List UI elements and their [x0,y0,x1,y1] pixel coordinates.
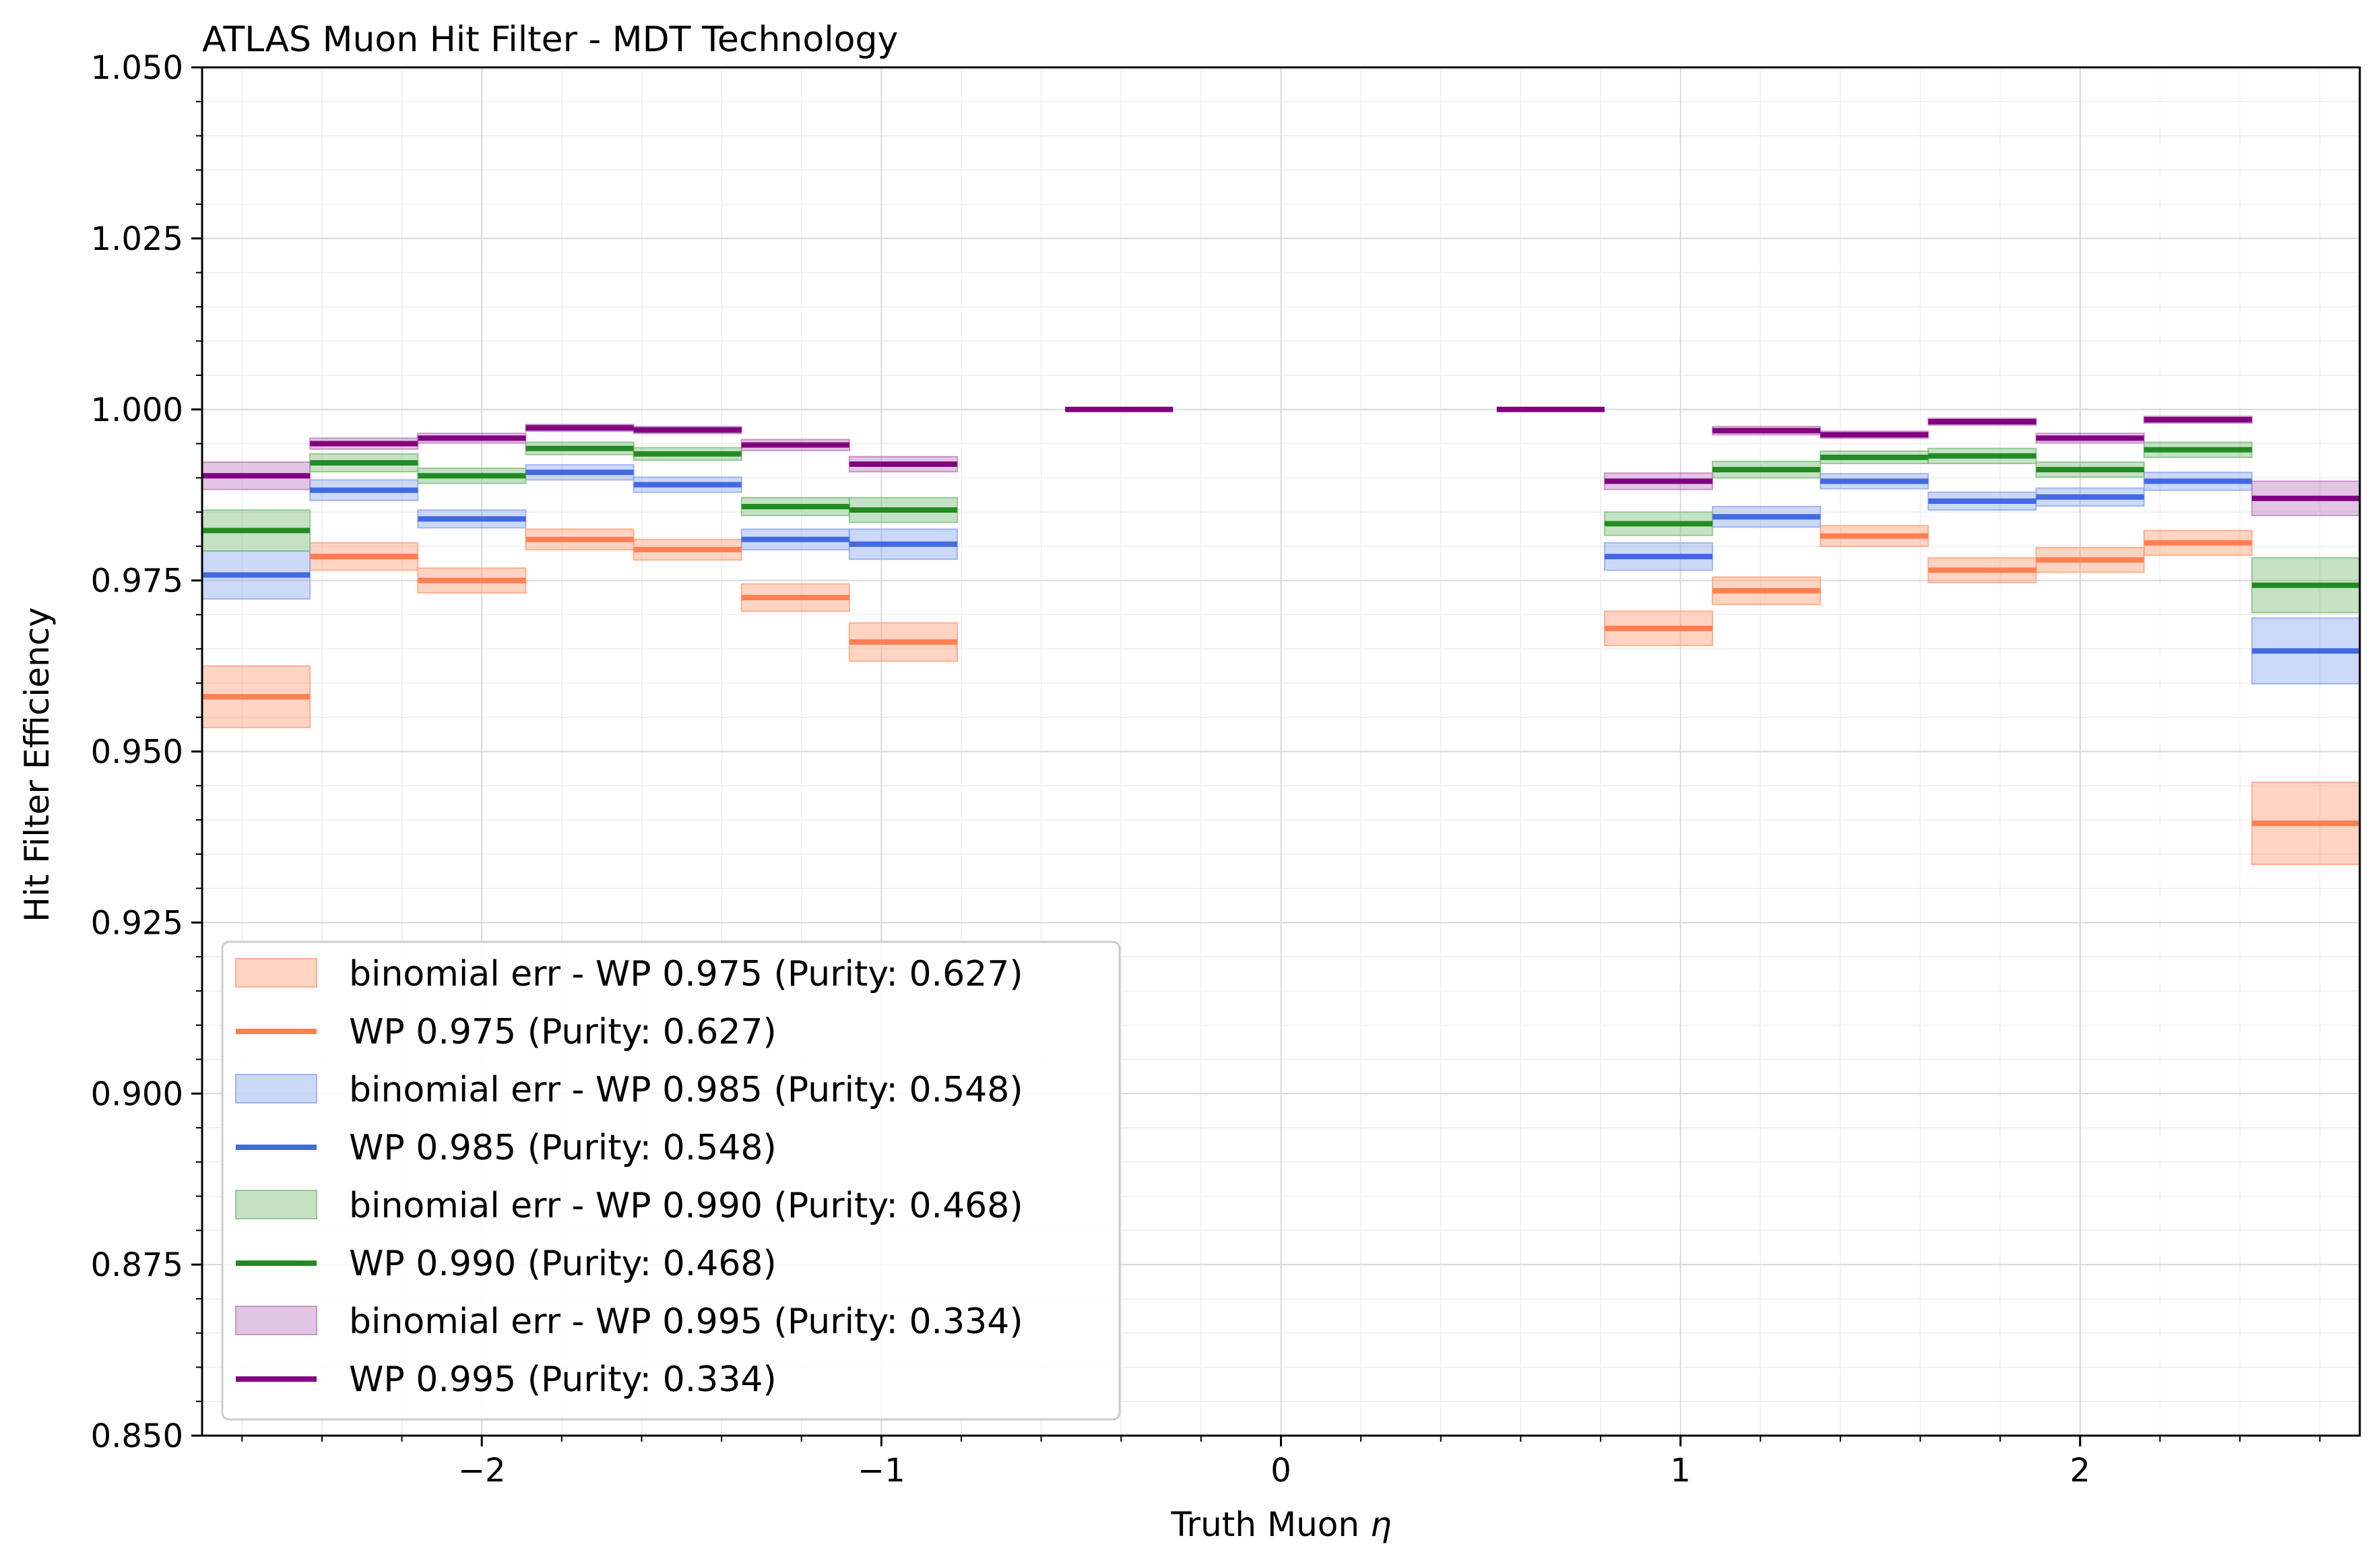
legend-band-label: binomial err - WP 0.990 (Purity: 0.468) [349,1186,1023,1226]
legend-band-label: binomial err - WP 0.995 (Purity: 0.334) [349,1302,1023,1342]
y-tick-label: 0.875 [91,1246,183,1284]
series-lines [202,406,2360,827]
axis-ticks [191,66,2321,1446]
legend-band-swatch [235,1190,317,1219]
y-tick-label: 1.025 [91,220,183,258]
x-axis-label: Truth Muon η [1170,1505,1391,1544]
legend-line-label: WP 0.985 (Purity: 0.548) [349,1128,777,1168]
y-tick-label: 1.050 [91,49,183,87]
chart-title: ATLAS Muon Hit Filter - MDT Technology [202,20,898,60]
legend: binomial err - WP 0.975 (Purity: 0.627) W… [221,940,1121,1421]
legend-band-swatch [235,1306,317,1335]
legend-band-label: binomial err - WP 0.985 (Purity: 0.548) [349,1070,1023,1110]
y-tick-label: 0.850 [91,1417,183,1455]
legend-band-swatch [235,958,317,988]
legend-line-label: WP 0.990 (Purity: 0.468) [349,1244,777,1284]
legend-band-label: binomial err - WP 0.975 (Purity: 0.627) [349,954,1023,994]
axis-tick-labels: −2 −1 0 1 2 0.850 0.875 0.900 0.925 0.950 0.975 1.0… [91,49,2090,1490]
x-tick-label: −1 [858,1452,905,1490]
y-tick-label: 1.000 [91,391,183,429]
legend-band-swatch [235,1074,317,1104]
x-tick-label: 1 [1670,1452,1691,1490]
x-tick-label: 2 [2070,1452,2091,1490]
x-tick-label: 0 [1271,1452,1291,1490]
legend-box [221,940,1121,1421]
y-tick-label: 0.925 [91,904,183,942]
y-tick-label: 0.900 [91,1075,183,1113]
x-tick-label: −2 [458,1452,506,1490]
y-tick-label: 0.950 [91,734,183,771]
y-tick-label: 0.975 [91,563,183,600]
legend-line-label: WP 0.975 (Purity: 0.627) [349,1012,777,1052]
y-axis-label: Hit Filter Efficiency [18,607,57,922]
legend-line-label: WP 0.995 (Purity: 0.334) [349,1360,777,1400]
